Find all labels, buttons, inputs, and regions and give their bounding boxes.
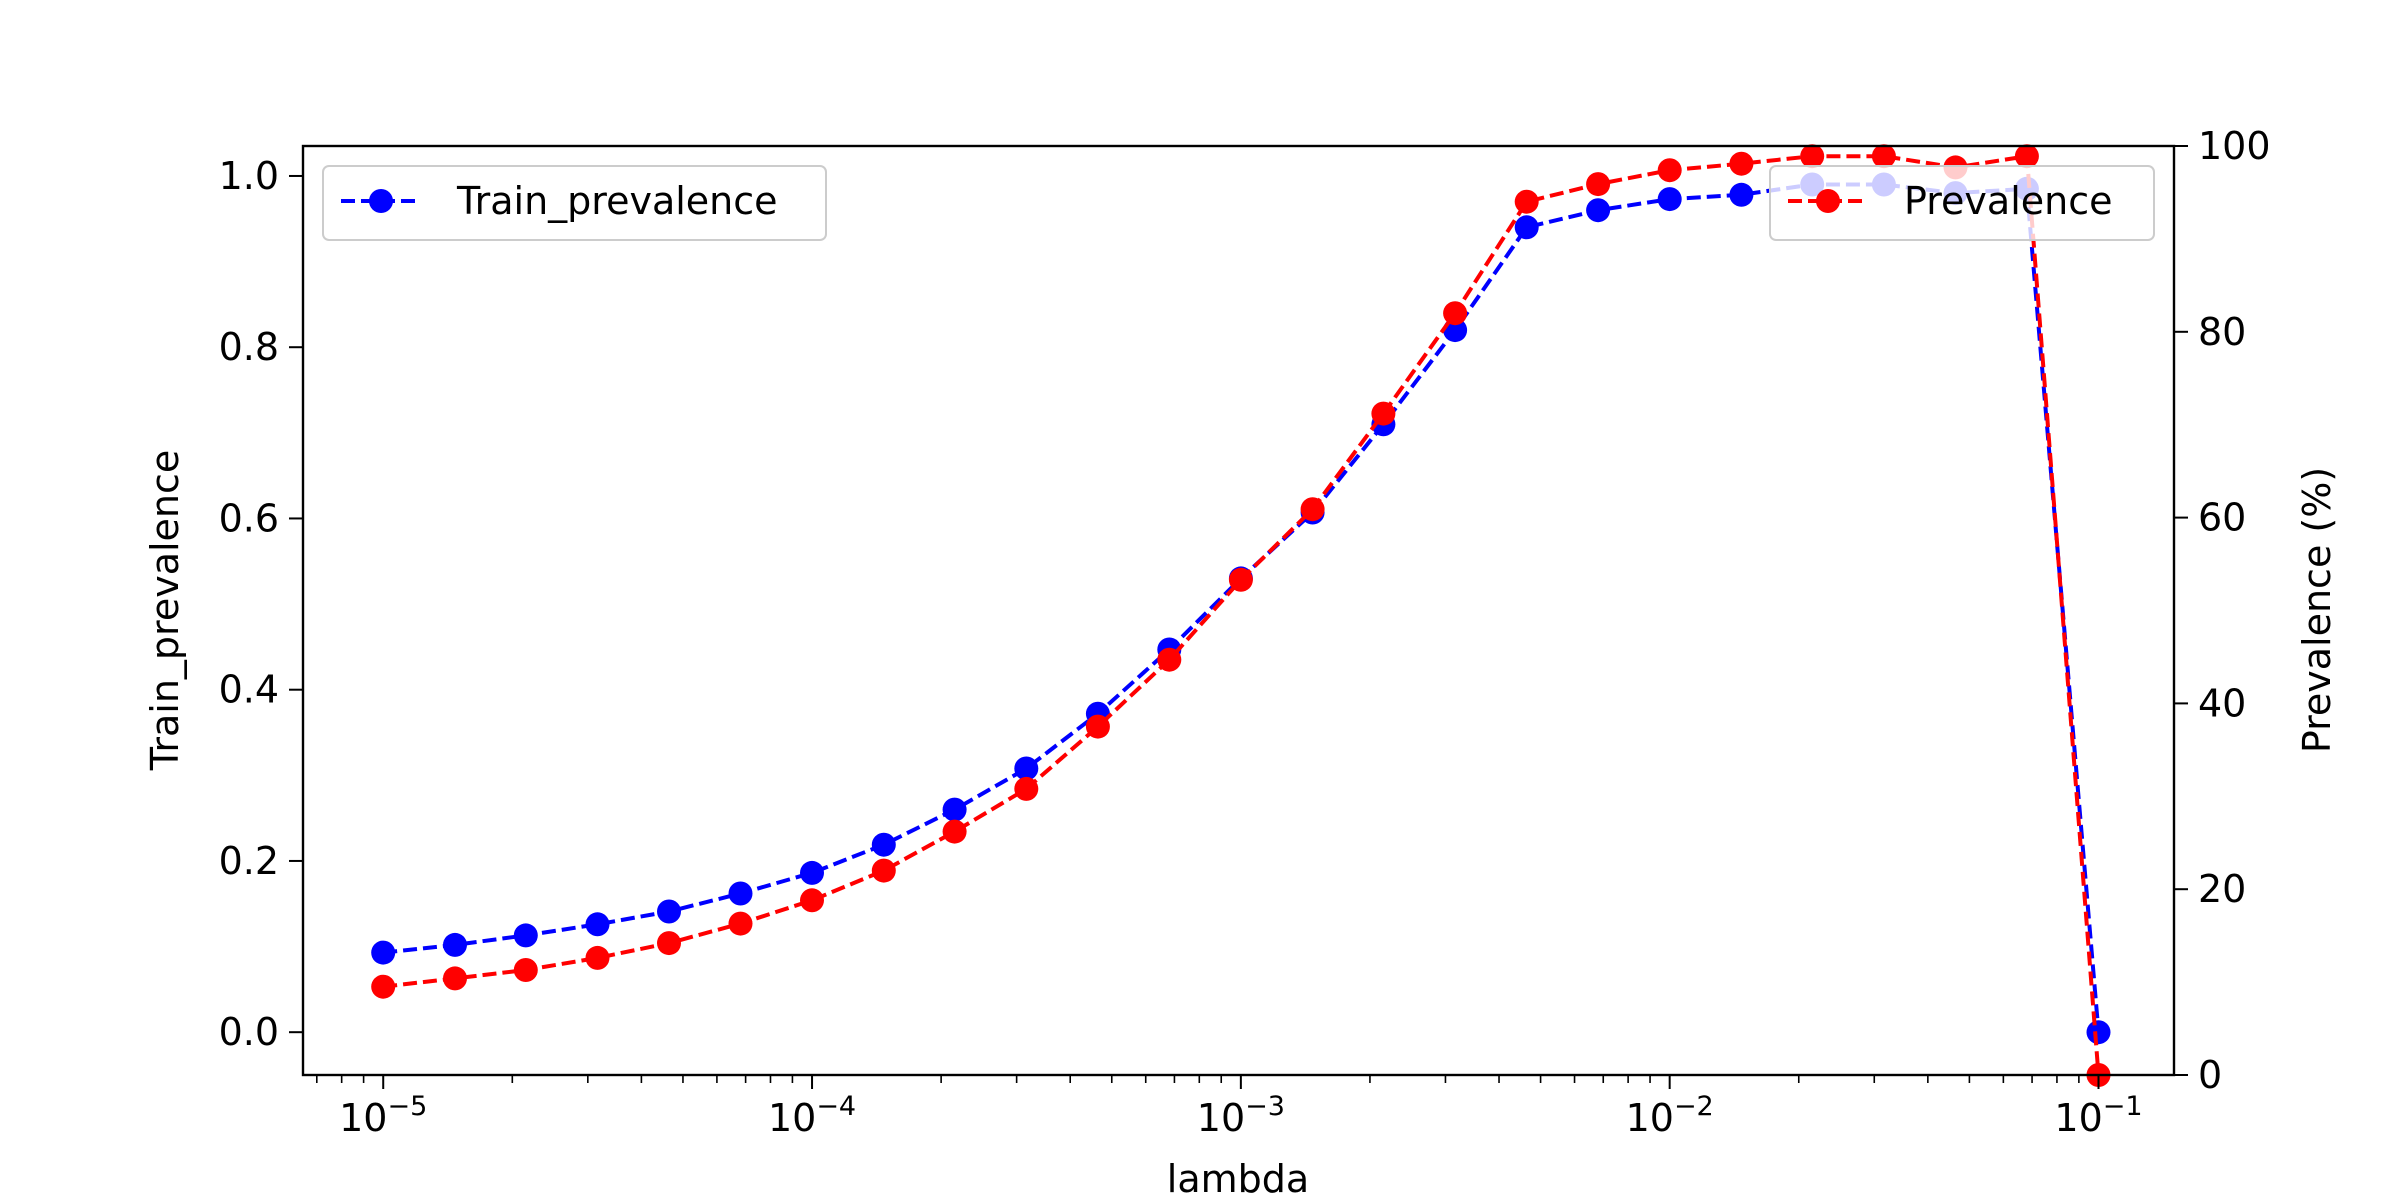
right-y-axis: 0 20 40 60 80 100 bbox=[2174, 124, 2271, 1097]
data-point bbox=[443, 966, 467, 991]
data-point bbox=[871, 858, 896, 883]
left-y-axis: 0.0 0.2 0.4 0.6 0.8 1.0 bbox=[219, 154, 303, 1054]
x-axis: 10−5 10−4 10−3 10−2 10−1 bbox=[316, 1075, 2143, 1140]
right-y-tick-label: 100 bbox=[2198, 124, 2271, 168]
legend-box bbox=[322, 165, 827, 241]
data-point bbox=[657, 899, 681, 924]
data-point bbox=[1014, 776, 1039, 801]
left-y-tick-label: 1.0 bbox=[219, 154, 279, 198]
data-point bbox=[1657, 187, 1682, 212]
x-tick-label: 10−1 bbox=[2054, 1091, 2142, 1140]
data-point bbox=[1586, 172, 1611, 197]
right-y-tick-label: 40 bbox=[2198, 681, 2246, 725]
data-point bbox=[871, 832, 896, 857]
data-point bbox=[585, 912, 610, 937]
data-point bbox=[1586, 198, 1611, 223]
x-tick-label: 10−2 bbox=[1626, 1091, 1714, 1140]
data-point bbox=[1657, 158, 1682, 183]
right-y-tick-label: 20 bbox=[2198, 867, 2246, 911]
data-point bbox=[2086, 1020, 2111, 1045]
data-point bbox=[1157, 647, 1182, 672]
data-point bbox=[513, 923, 538, 948]
right-y-tick-label: 80 bbox=[2198, 310, 2246, 354]
data-point bbox=[1371, 401, 1396, 426]
data-point bbox=[728, 911, 753, 936]
x-axis-label: lambda bbox=[1167, 1157, 1309, 1200]
data-point bbox=[657, 931, 681, 956]
data-point bbox=[1300, 497, 1325, 522]
data-point bbox=[1085, 714, 1110, 739]
left-y-tick-label: 0.8 bbox=[219, 325, 279, 369]
right-y-tick-label: 0 bbox=[2198, 1053, 2222, 1097]
data-point bbox=[942, 819, 967, 844]
data-point bbox=[800, 888, 824, 913]
data-point bbox=[585, 945, 610, 970]
left-y-tick-label: 0.0 bbox=[219, 1010, 279, 1054]
left-y-axis-label: Train_prevalence bbox=[143, 450, 187, 772]
legend-marker bbox=[369, 189, 393, 213]
left-y-tick-label: 0.2 bbox=[219, 839, 279, 883]
x-tick-label: 10−5 bbox=[339, 1091, 427, 1140]
data-point bbox=[2014, 144, 2039, 169]
left-y-tick-label: 0.4 bbox=[219, 668, 279, 712]
right-y-axis-label: Prevalence (%) bbox=[2295, 467, 2339, 753]
plot-frame bbox=[301, 144, 2176, 1077]
right-y-tick-label: 60 bbox=[2198, 496, 2246, 540]
legend-prevalence: Prevalence bbox=[1769, 165, 2155, 241]
data-point bbox=[1729, 151, 1754, 176]
legend-train-prevalence: Train_prevalence bbox=[322, 165, 827, 241]
data-point bbox=[371, 940, 396, 965]
data-point bbox=[513, 958, 538, 982]
data-point bbox=[942, 797, 967, 822]
x-tick-label: 10−3 bbox=[1197, 1091, 1285, 1140]
data-point bbox=[1228, 567, 1253, 592]
data-point bbox=[443, 932, 467, 957]
legend-marker bbox=[1816, 189, 1840, 213]
data-point bbox=[1871, 144, 1896, 169]
legend-label: Prevalence bbox=[1904, 179, 2112, 223]
x-tick-label: 10−4 bbox=[768, 1091, 856, 1140]
data-point bbox=[1729, 182, 1754, 207]
data-point bbox=[1514, 189, 1539, 214]
data-point bbox=[800, 860, 824, 885]
data-point bbox=[1514, 215, 1539, 240]
data-point bbox=[371, 974, 396, 999]
legend-label: Train_prevalence bbox=[456, 179, 778, 223]
data-point bbox=[728, 881, 753, 906]
data-point bbox=[1014, 756, 1039, 781]
data-point bbox=[1443, 301, 1468, 326]
left-y-tick-label: 0.6 bbox=[219, 496, 279, 540]
data-point bbox=[1800, 144, 1825, 169]
legend-box bbox=[1769, 165, 2155, 241]
